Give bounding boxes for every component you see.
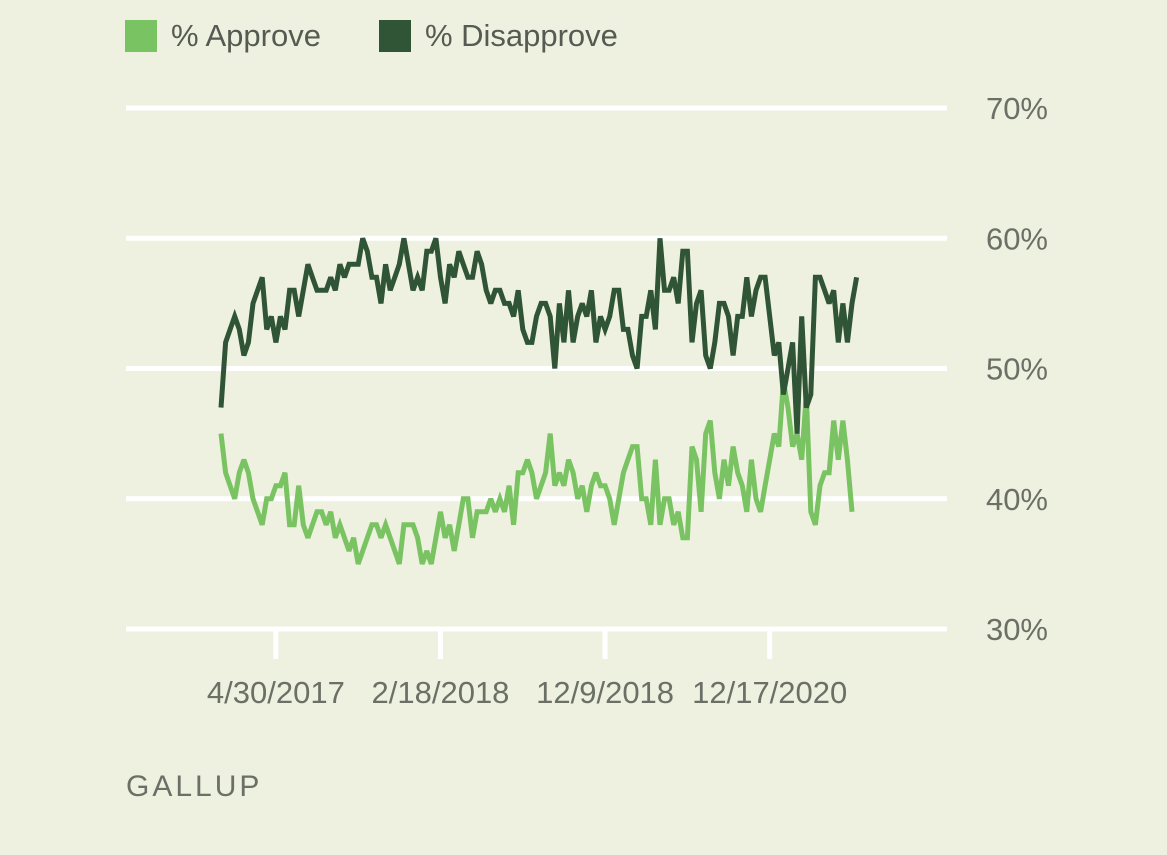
disapprove-legend-label: % Disapprove [424,18,618,53]
y-tick-label: 60% [986,221,1048,256]
x-tick-label: 12/9/2018 [536,675,674,710]
gridlines [126,105,947,632]
series-lines [218,237,860,565]
x-tick-label: 4/30/2017 [207,675,345,710]
y-tick-label: 30% [986,612,1048,647]
series-line-approve [218,381,855,565]
y-tick-label: 40% [986,482,1048,517]
series-line-disapprove [218,237,860,434]
legend-item-disapprove[interactable]: % Disapprove [378,18,618,54]
disapprove-swatch [378,20,411,52]
approve-swatch [125,20,157,52]
x-axis: 4/30/2017 2/18/2018 12/9/2018 12/17/2020 [207,629,847,710]
y-tick-label: 50% [986,352,1048,387]
legend: % Approve % Disapprove [125,18,676,54]
y-axis-labels: 70% 60% 50% 40% 30% [986,91,1048,647]
x-tick-label: 2/18/2018 [372,675,510,710]
legend-item-approve[interactable]: % Approve [125,18,321,54]
x-tick-label: 12/17/2020 [692,675,847,710]
source-label: GALLUP [126,770,263,803]
approve-legend-label: % Approve [171,18,321,53]
y-tick-label: 70% [986,91,1048,126]
